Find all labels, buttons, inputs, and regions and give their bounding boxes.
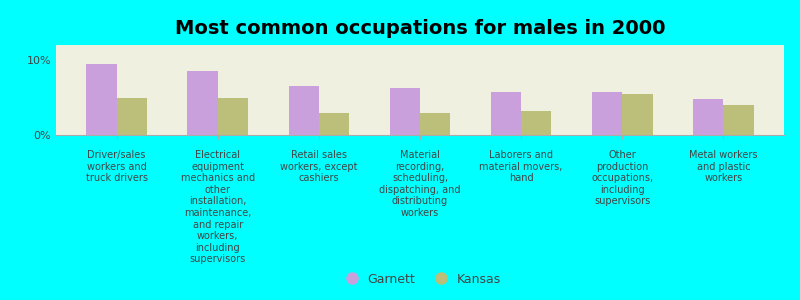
Text: Metal workers
and plastic
workers: Metal workers and plastic workers bbox=[689, 150, 758, 183]
Bar bbox=[420, 112, 450, 135]
Bar bbox=[521, 111, 551, 135]
Text: Material
recording,
scheduling,
dispatching, and
distributing
workers: Material recording, scheduling, dispatch… bbox=[379, 150, 461, 218]
Bar bbox=[289, 86, 319, 135]
Bar bbox=[187, 71, 218, 135]
Bar bbox=[117, 98, 147, 135]
Legend: Garnett, Kansas: Garnett, Kansas bbox=[334, 268, 506, 291]
Text: Driver/sales
workers and
truck drivers: Driver/sales workers and truck drivers bbox=[86, 150, 148, 183]
Bar bbox=[723, 105, 754, 135]
Bar bbox=[693, 99, 723, 135]
Text: Electrical
equipment
mechanics and
other
installation,
maintenance,
and repair
w: Electrical equipment mechanics and other… bbox=[181, 150, 255, 264]
Bar bbox=[218, 98, 248, 135]
Text: Other
production
occupations,
including
supervisors: Other production occupations, including … bbox=[591, 150, 654, 206]
Title: Most common occupations for males in 2000: Most common occupations for males in 200… bbox=[174, 19, 666, 38]
Bar bbox=[622, 94, 653, 135]
Bar bbox=[319, 112, 350, 135]
Text: Retail sales
workers, except
cashiers: Retail sales workers, except cashiers bbox=[280, 150, 358, 183]
Bar bbox=[490, 92, 521, 135]
Bar bbox=[592, 92, 622, 135]
Bar bbox=[86, 64, 117, 135]
Text: Laborers and
material movers,
hand: Laborers and material movers, hand bbox=[479, 150, 562, 183]
Bar bbox=[390, 88, 420, 135]
